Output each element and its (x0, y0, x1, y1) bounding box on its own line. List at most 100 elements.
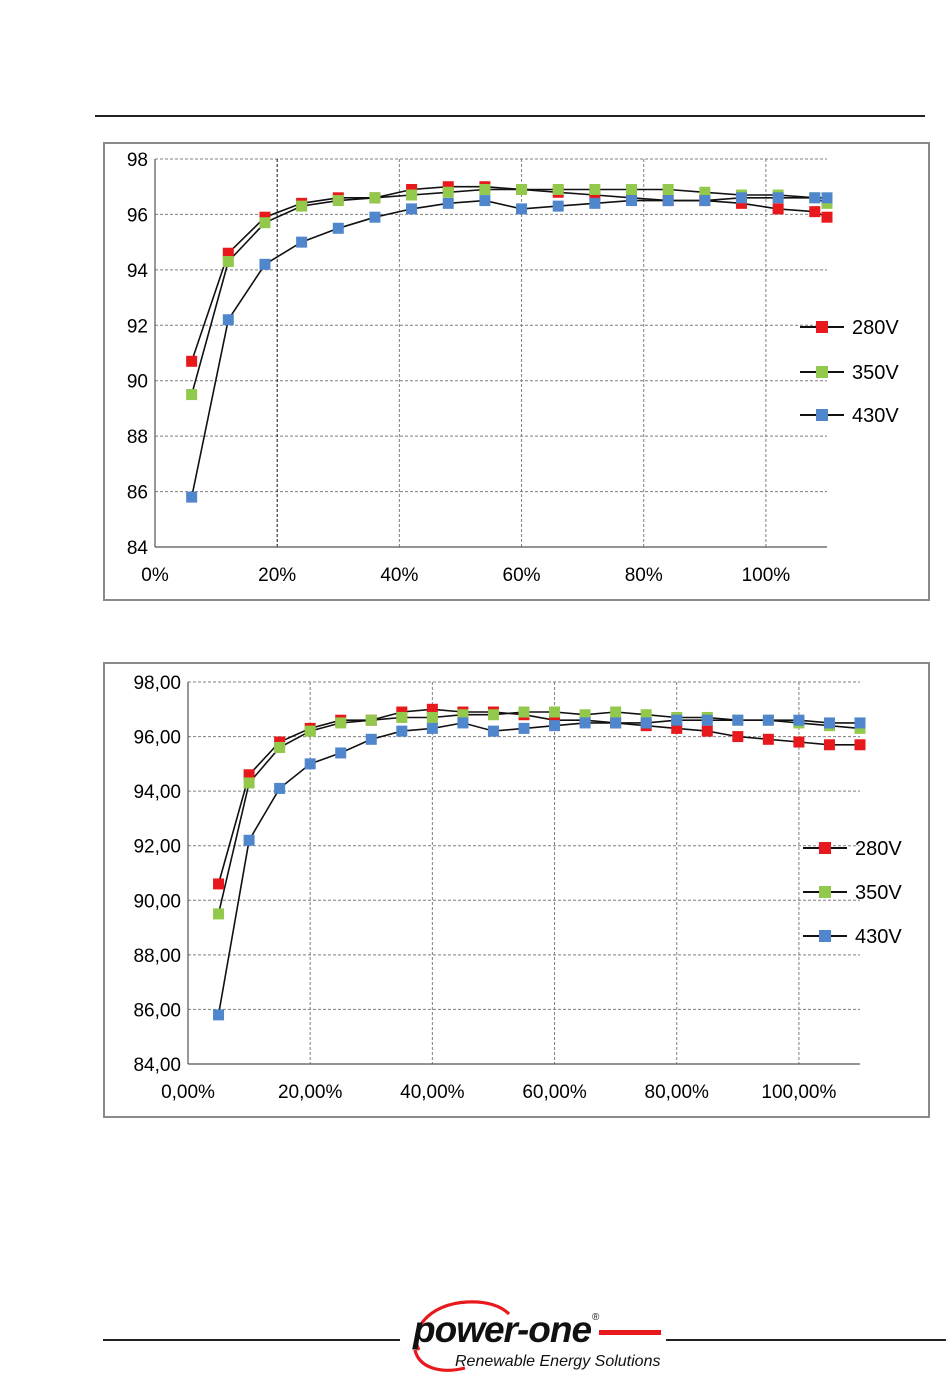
data-point-280v (243, 769, 255, 781)
data-point-430v (662, 195, 674, 207)
x-tick-label: 0,00% (161, 1082, 215, 1103)
legend-label-280v: 280V (855, 838, 902, 860)
data-point-430v (821, 192, 833, 204)
y-tick-label: 96 (127, 205, 148, 226)
data-point-350v (304, 725, 316, 737)
data-point-430v (243, 834, 255, 846)
data-point-350v (274, 741, 286, 753)
data-point-280v (823, 739, 835, 751)
data-point-430v (222, 314, 234, 326)
data-point-430v (213, 1009, 225, 1021)
footer-rule-right (666, 1339, 946, 1341)
logo-registered-mark: ® (592, 1312, 600, 1323)
data-point-430v (442, 197, 454, 209)
data-point-430v (735, 192, 747, 204)
data-point-350v (579, 709, 591, 721)
data-point-350v (821, 197, 833, 209)
data-point-350v (335, 717, 347, 729)
x-tick-label: 20,00% (278, 1082, 343, 1103)
x-tick-label: 80% (625, 565, 663, 586)
data-point-350v (222, 256, 234, 268)
data-point-430v (610, 717, 622, 729)
data-point-280v (762, 733, 774, 745)
data-point-280v (406, 183, 418, 195)
data-point-350v (626, 183, 638, 195)
legend-marker-350v (819, 886, 831, 898)
data-point-430v (186, 491, 198, 503)
data-point-280v (589, 189, 601, 201)
y-tick-label: 86,00 (133, 1000, 181, 1021)
data-point-430v (762, 714, 774, 726)
data-point-430v (426, 722, 438, 734)
legend-marker-280v (816, 321, 828, 333)
data-point-350v (332, 195, 344, 207)
data-point-280v (259, 211, 271, 223)
y-tick-label: 86 (127, 483, 148, 504)
data-point-350v (549, 706, 561, 718)
data-point-430v (304, 758, 316, 770)
data-point-430v (809, 192, 821, 204)
legend-marker-350v (816, 366, 828, 378)
x-tick-label: 20% (258, 565, 296, 586)
y-tick-label: 84 (127, 538, 149, 559)
data-point-350v (589, 183, 601, 195)
data-point-350v (479, 183, 491, 195)
y-tick-label: 90,00 (133, 891, 181, 912)
data-point-350v (186, 389, 198, 401)
y-tick-label: 94 (127, 261, 149, 282)
data-point-350v (610, 706, 622, 718)
series-line-350v (190, 188, 828, 395)
data-point-350v (640, 709, 652, 721)
data-point-430v (274, 782, 286, 794)
data-point-430v (296, 236, 308, 248)
legend-marker-280v (819, 842, 831, 854)
x-tick-label: 40% (380, 565, 418, 586)
data-point-350v (516, 183, 528, 195)
x-tick-label: 80,00% (645, 1082, 710, 1103)
data-point-430v (406, 203, 418, 215)
footer-rule-left (103, 1339, 400, 1341)
data-point-350v (426, 711, 438, 723)
legend-label-350v: 350V (855, 882, 902, 904)
x-tick-label: 100% (742, 565, 791, 586)
data-point-430v (823, 717, 835, 729)
data-point-280v (772, 203, 784, 215)
series-line-280v (217, 708, 860, 885)
data-point-430v (552, 200, 564, 212)
data-point-280v (671, 722, 683, 734)
logo-swoosh-bottom (413, 1349, 466, 1372)
data-point-280v (854, 739, 866, 751)
efficiency-chart-percent: 84 86 88 90 92 94 96 98 0% 20% 40% 60% 80% 100% 280V 35… (103, 142, 930, 601)
data-point-350v (369, 192, 381, 204)
data-point-350v (365, 714, 377, 726)
data-point-430v (640, 717, 652, 729)
data-point-280v (426, 703, 438, 715)
data-point-430v (589, 197, 601, 209)
data-point-350v (396, 711, 408, 723)
data-point-350v (243, 777, 255, 789)
data-point-430v (671, 714, 683, 726)
data-point-280v (442, 181, 454, 193)
data-point-430v (516, 203, 528, 215)
data-point-430v (259, 258, 271, 270)
data-point-280v (213, 878, 225, 890)
x-tick-label: 60,00% (522, 1082, 587, 1103)
data-point-350v (662, 183, 674, 195)
data-point-280v (186, 355, 198, 367)
data-point-430v (369, 211, 381, 223)
data-point-350v (406, 189, 418, 201)
logo-swoosh-top (414, 1300, 511, 1351)
y-tick-label: 84,00 (133, 1055, 181, 1076)
y-tick-label: 94,00 (133, 782, 181, 803)
data-point-430v (335, 747, 347, 759)
y-tick-label: 92 (127, 316, 148, 337)
data-point-430v (332, 222, 344, 234)
series-line-430v (217, 719, 860, 1016)
data-point-430v (626, 195, 638, 207)
legend-marker-430v (816, 409, 828, 421)
logo-tagline: Renewable Energy Solutions (455, 1353, 660, 1370)
y-tick-label: 96,00 (133, 728, 181, 749)
power-one-logo: power-one ® Renewable Energy Solutions (412, 1300, 661, 1372)
y-tick-label: 98 (127, 150, 148, 171)
legend-label-430v: 430V (852, 405, 899, 427)
